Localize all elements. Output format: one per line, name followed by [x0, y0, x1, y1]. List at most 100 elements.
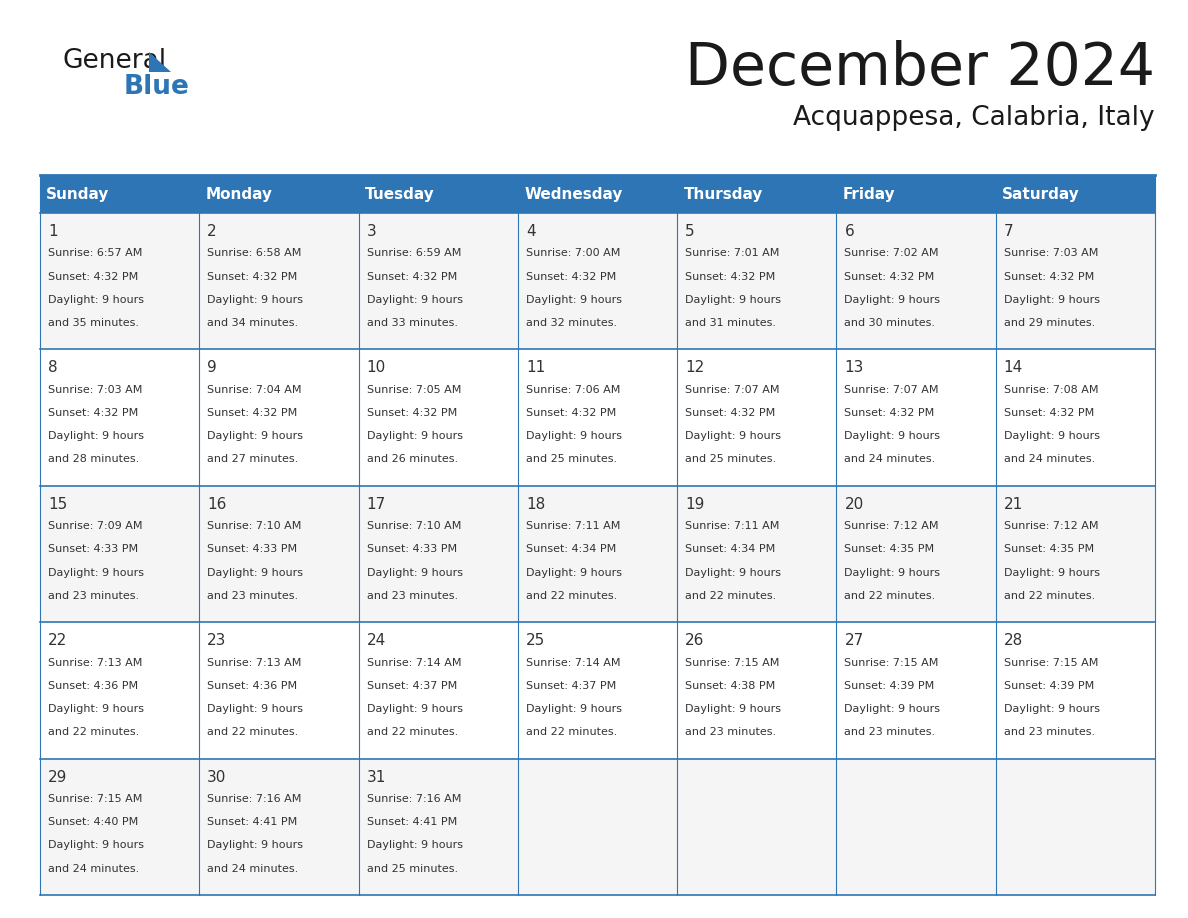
Text: and 25 minutes.: and 25 minutes. — [685, 454, 776, 465]
Text: 3: 3 — [367, 224, 377, 239]
Text: and 24 minutes.: and 24 minutes. — [1004, 454, 1095, 465]
Text: Daylight: 9 hours: Daylight: 9 hours — [685, 431, 781, 442]
Text: and 27 minutes.: and 27 minutes. — [207, 454, 298, 465]
Text: Daylight: 9 hours: Daylight: 9 hours — [48, 431, 144, 442]
Text: Sunrise: 7:15 AM: Sunrise: 7:15 AM — [1004, 657, 1098, 667]
Text: Sunrise: 7:07 AM: Sunrise: 7:07 AM — [685, 385, 779, 395]
Text: Daylight: 9 hours: Daylight: 9 hours — [685, 704, 781, 714]
Text: Sunset: 4:32 PM: Sunset: 4:32 PM — [526, 409, 617, 418]
Text: Sunrise: 7:16 AM: Sunrise: 7:16 AM — [367, 794, 461, 804]
Text: Sunrise: 6:59 AM: Sunrise: 6:59 AM — [367, 249, 461, 259]
Text: and 28 minutes.: and 28 minutes. — [48, 454, 139, 465]
Text: Sunset: 4:32 PM: Sunset: 4:32 PM — [207, 272, 297, 282]
Text: 25: 25 — [526, 633, 545, 648]
Text: Sunrise: 7:06 AM: Sunrise: 7:06 AM — [526, 385, 620, 395]
Text: Daylight: 9 hours: Daylight: 9 hours — [1004, 567, 1100, 577]
Bar — [996, 175, 1155, 213]
Text: and 23 minutes.: and 23 minutes. — [1004, 727, 1095, 737]
Text: 6: 6 — [845, 224, 854, 239]
Text: Sunrise: 7:12 AM: Sunrise: 7:12 AM — [845, 521, 939, 532]
Text: Saturday: Saturday — [1003, 186, 1080, 201]
Text: 29: 29 — [48, 769, 68, 785]
Text: and 31 minutes.: and 31 minutes. — [685, 318, 776, 328]
Text: Daylight: 9 hours: Daylight: 9 hours — [207, 704, 303, 714]
Text: Tuesday: Tuesday — [365, 186, 435, 201]
Text: Sunrise: 7:15 AM: Sunrise: 7:15 AM — [48, 794, 143, 804]
Text: Daylight: 9 hours: Daylight: 9 hours — [1004, 431, 1100, 442]
Text: Sunset: 4:32 PM: Sunset: 4:32 PM — [367, 409, 456, 418]
Polygon shape — [148, 52, 171, 72]
Text: Sunrise: 7:05 AM: Sunrise: 7:05 AM — [367, 385, 461, 395]
Text: Sunset: 4:38 PM: Sunset: 4:38 PM — [685, 681, 776, 691]
Text: Sunrise: 6:58 AM: Sunrise: 6:58 AM — [207, 249, 302, 259]
Text: Daylight: 9 hours: Daylight: 9 hours — [526, 567, 621, 577]
Text: and 32 minutes.: and 32 minutes. — [526, 318, 617, 328]
Text: 28: 28 — [1004, 633, 1023, 648]
Text: Acquappesa, Calabria, Italy: Acquappesa, Calabria, Italy — [794, 105, 1155, 131]
Text: Sunset: 4:33 PM: Sunset: 4:33 PM — [48, 544, 138, 554]
Text: Daylight: 9 hours: Daylight: 9 hours — [845, 567, 941, 577]
Text: 11: 11 — [526, 360, 545, 375]
Text: Daylight: 9 hours: Daylight: 9 hours — [367, 704, 462, 714]
Bar — [40, 622, 1155, 758]
Text: Sunset: 4:35 PM: Sunset: 4:35 PM — [845, 544, 935, 554]
Text: Daylight: 9 hours: Daylight: 9 hours — [685, 567, 781, 577]
Text: and 25 minutes.: and 25 minutes. — [367, 864, 457, 874]
Text: Sunrise: 7:10 AM: Sunrise: 7:10 AM — [367, 521, 461, 532]
Bar — [40, 213, 1155, 350]
Text: Daylight: 9 hours: Daylight: 9 hours — [207, 295, 303, 305]
Text: Sunrise: 7:13 AM: Sunrise: 7:13 AM — [207, 657, 302, 667]
Text: Daylight: 9 hours: Daylight: 9 hours — [845, 431, 941, 442]
Text: Sunrise: 7:14 AM: Sunrise: 7:14 AM — [367, 657, 461, 667]
Text: 12: 12 — [685, 360, 704, 375]
Text: Friday: Friday — [842, 186, 896, 201]
Text: Sunset: 4:37 PM: Sunset: 4:37 PM — [526, 681, 617, 691]
Text: Sunset: 4:32 PM: Sunset: 4:32 PM — [1004, 272, 1094, 282]
Text: Sunset: 4:32 PM: Sunset: 4:32 PM — [48, 272, 138, 282]
Text: Sunrise: 7:07 AM: Sunrise: 7:07 AM — [845, 385, 939, 395]
Text: and 22 minutes.: and 22 minutes. — [48, 727, 139, 737]
Text: Sunrise: 7:10 AM: Sunrise: 7:10 AM — [207, 521, 302, 532]
Text: and 24 minutes.: and 24 minutes. — [48, 864, 139, 874]
Text: 8: 8 — [48, 360, 57, 375]
Text: 17: 17 — [367, 497, 386, 511]
Text: Daylight: 9 hours: Daylight: 9 hours — [845, 704, 941, 714]
Text: Sunset: 4:32 PM: Sunset: 4:32 PM — [1004, 409, 1094, 418]
Text: Daylight: 9 hours: Daylight: 9 hours — [48, 295, 144, 305]
Text: Daylight: 9 hours: Daylight: 9 hours — [207, 431, 303, 442]
Text: Daylight: 9 hours: Daylight: 9 hours — [1004, 295, 1100, 305]
Text: Sunset: 4:36 PM: Sunset: 4:36 PM — [48, 681, 138, 691]
Text: and 23 minutes.: and 23 minutes. — [48, 591, 139, 600]
Text: Sunday: Sunday — [46, 186, 109, 201]
Text: Sunrise: 7:03 AM: Sunrise: 7:03 AM — [48, 385, 143, 395]
Text: Sunset: 4:32 PM: Sunset: 4:32 PM — [845, 272, 935, 282]
Text: 18: 18 — [526, 497, 545, 511]
Bar — [40, 758, 1155, 895]
Text: 13: 13 — [845, 360, 864, 375]
Text: 7: 7 — [1004, 224, 1013, 239]
Text: Sunset: 4:36 PM: Sunset: 4:36 PM — [207, 681, 297, 691]
Text: and 23 minutes.: and 23 minutes. — [367, 591, 457, 600]
Text: Sunrise: 7:03 AM: Sunrise: 7:03 AM — [1004, 249, 1098, 259]
Text: Sunrise: 7:02 AM: Sunrise: 7:02 AM — [845, 249, 939, 259]
Text: and 30 minutes.: and 30 minutes. — [845, 318, 935, 328]
Text: and 25 minutes.: and 25 minutes. — [526, 454, 617, 465]
Text: 27: 27 — [845, 633, 864, 648]
Text: Daylight: 9 hours: Daylight: 9 hours — [367, 841, 462, 850]
Bar — [677, 175, 836, 213]
Text: Sunset: 4:32 PM: Sunset: 4:32 PM — [685, 409, 776, 418]
Bar — [359, 175, 518, 213]
Text: Sunrise: 7:11 AM: Sunrise: 7:11 AM — [685, 521, 779, 532]
Text: Blue: Blue — [124, 74, 190, 100]
Text: Sunrise: 7:15 AM: Sunrise: 7:15 AM — [845, 657, 939, 667]
Text: 2: 2 — [207, 224, 217, 239]
Text: Thursday: Thursday — [683, 186, 763, 201]
Text: Sunrise: 7:08 AM: Sunrise: 7:08 AM — [1004, 385, 1098, 395]
Text: Daylight: 9 hours: Daylight: 9 hours — [526, 704, 621, 714]
Text: Sunrise: 7:00 AM: Sunrise: 7:00 AM — [526, 249, 620, 259]
Text: and 26 minutes.: and 26 minutes. — [367, 454, 457, 465]
Text: Wednesday: Wednesday — [524, 186, 623, 201]
Text: Sunset: 4:40 PM: Sunset: 4:40 PM — [48, 817, 138, 827]
Text: Sunset: 4:37 PM: Sunset: 4:37 PM — [367, 681, 456, 691]
Text: and 24 minutes.: and 24 minutes. — [207, 864, 298, 874]
